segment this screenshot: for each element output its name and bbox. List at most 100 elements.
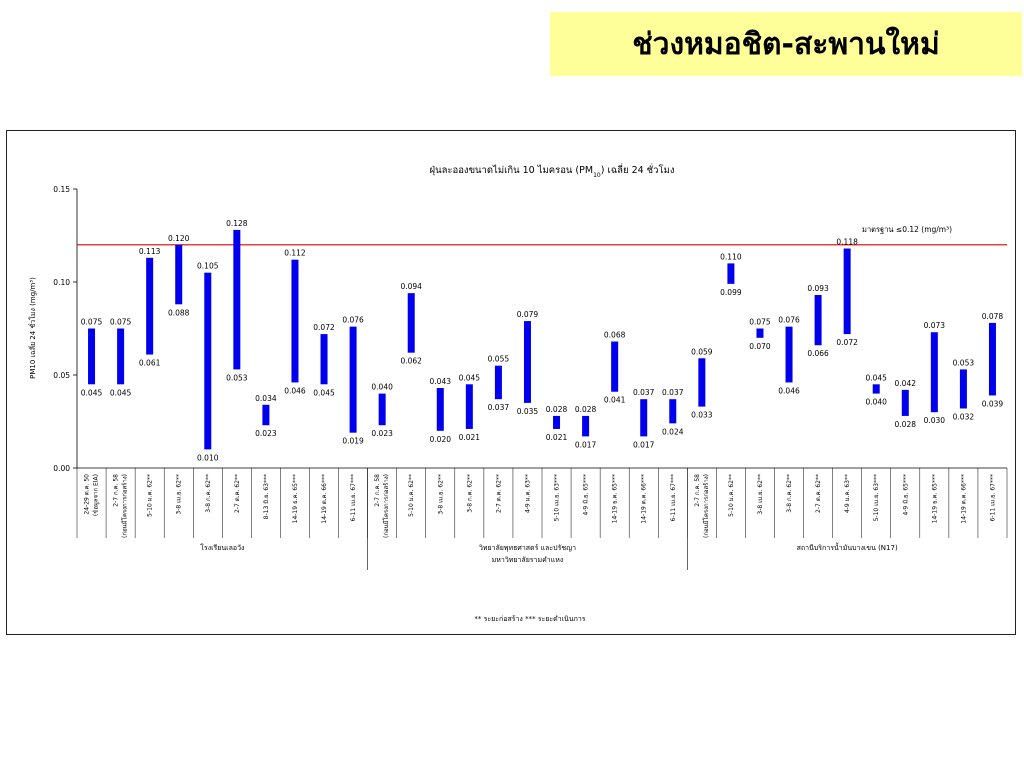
range-bar <box>611 341 619 392</box>
value-label-low: 0.030 <box>924 416 946 425</box>
value-label-low: 0.099 <box>720 288 742 297</box>
category-label: 3-8 เม.ย. 62** <box>757 474 764 515</box>
range-bar <box>872 384 880 394</box>
value-label-low: 0.028 <box>895 420 917 429</box>
range-bar <box>494 365 502 400</box>
range-bar <box>436 388 444 431</box>
value-label-high: 0.028 <box>546 405 568 414</box>
chart-frame: ฝุ่นละอองขนาดไม่เกิน 10 ไมครอน (PM10) เฉ… <box>6 130 1016 635</box>
value-label-low: 0.045 <box>110 388 132 397</box>
value-label-high: 0.094 <box>400 282 422 291</box>
range-bar <box>378 393 386 426</box>
range-bar <box>291 259 299 383</box>
y-tick-label: 0.15 <box>53 185 70 194</box>
value-label-high: 0.073 <box>924 321 946 330</box>
value-label-low: 0.072 <box>836 338 858 347</box>
group-label: มหาวิทยาลัยรามคำแหง <box>492 556 564 564</box>
range-bar <box>930 332 938 413</box>
value-label-low: 0.046 <box>778 386 800 395</box>
value-label-high: 0.034 <box>255 394 277 403</box>
value-label-high: 0.028 <box>575 405 597 414</box>
value-label-low: 0.066 <box>807 349 829 358</box>
range-bar <box>901 389 909 416</box>
category-label: 14-19 ธ.ค. 65*** <box>931 474 938 523</box>
value-label-low: 0.088 <box>168 308 190 317</box>
value-label-low: 0.045 <box>81 388 103 397</box>
range-bar <box>320 334 328 385</box>
value-label-high: 0.075 <box>81 318 103 327</box>
pm10-range-chart: ฝุ่นละอองขนาดไม่เกิน 10 ไมครอน (PM10) เฉ… <box>28 163 1008 623</box>
value-label-high: 0.072 <box>313 323 335 332</box>
value-label-high: 0.075 <box>749 318 771 327</box>
value-label-low: 0.070 <box>749 342 771 351</box>
category-label: 14-19 ต.ค. 66*** <box>641 474 648 524</box>
value-label-low: 0.062 <box>400 357 422 366</box>
value-label-high: 0.118 <box>836 238 858 247</box>
range-bar <box>262 404 270 426</box>
group-label: สถานีบริการน้ำมันบางเขน (N17) <box>797 541 898 552</box>
group-label: วิทยาลัยพุทธศาสตร์ และปรัชญา <box>479 544 576 552</box>
chart-title: ฝุ่นละอองขนาดไม่เกิน 10 ไมครอน (PM10) เฉ… <box>430 163 675 179</box>
category-label: 3-8 ก.ค. 62** <box>786 474 793 513</box>
category-label: 4-9 มิ.ย. 65*** <box>902 474 909 516</box>
standard-label: มาตรฐาน ≤0.12 (mg/m³) <box>862 225 952 234</box>
category-label: 4-9 มิ.ย. 65*** <box>583 474 590 516</box>
value-label-low: 0.023 <box>255 429 277 438</box>
y-tick-label: 0.00 <box>53 464 70 473</box>
value-label-high: 0.076 <box>778 316 800 325</box>
value-label-low: 0.021 <box>546 433 568 442</box>
range-bar <box>175 244 183 305</box>
value-label-high: 0.113 <box>139 247 161 256</box>
value-label-high: 0.076 <box>342 316 364 325</box>
value-label-low: 0.023 <box>371 429 393 438</box>
value-label-high: 0.105 <box>197 262 219 271</box>
range-bar <box>407 293 415 353</box>
category-label: 2-7 ก.ค. 58 <box>113 474 120 507</box>
category-label: 8-13 มิ.ย. 63*** <box>263 474 270 519</box>
category-label: 3-8 เม.ย. 62** <box>437 474 444 515</box>
category-label: 2-7 ก.ค. 58 <box>374 474 381 507</box>
category-label: 2-7 ต.ค. 62** <box>234 474 241 513</box>
range-bar <box>465 384 473 429</box>
category-label: 2-7 ต.ค. 62** <box>815 474 822 513</box>
range-bar <box>727 263 735 284</box>
y-tick-label: 0.05 <box>53 371 70 380</box>
slide-title: ช่วงหมอชิต-สะพานใหม่ <box>632 26 940 62</box>
value-label-high: 0.040 <box>371 383 393 392</box>
category-label: 6-11 เม.ย. 67*** <box>989 474 996 521</box>
value-label-low: 0.061 <box>139 359 161 368</box>
value-label-high: 0.128 <box>226 219 248 228</box>
category-label: 24-29 ต.ค. 50 <box>84 474 91 515</box>
range-bar <box>523 321 531 403</box>
category-label: 6-11 เม.ย. 67*** <box>670 474 677 521</box>
value-label-low: 0.040 <box>865 398 887 407</box>
slide-title-box: ช่วงหมอชิต-สะพานใหม่ <box>550 12 1022 76</box>
value-label-high: 0.037 <box>662 388 684 397</box>
range-bar <box>582 415 590 437</box>
value-label-high: 0.053 <box>953 358 975 367</box>
value-label-low: 0.037 <box>488 403 510 412</box>
value-label-low: 0.024 <box>662 427 684 436</box>
value-label-low: 0.035 <box>517 407 539 416</box>
value-label-high: 0.112 <box>284 249 306 258</box>
category-label: 4-9 ม.ค. 63** <box>844 474 851 513</box>
value-label-low: 0.017 <box>575 440 597 449</box>
category-label: 14-19 ธ.ค. 65*** <box>292 474 299 523</box>
range-bar <box>669 399 677 424</box>
category-note: (ก่อนมีโครงการก่อสร้าง) <box>702 474 710 538</box>
category-label: 5-10 เม.ย. 63*** <box>554 474 561 521</box>
category-label: 3-8 ก.ค. 62** <box>466 474 473 513</box>
value-label-high: 0.055 <box>488 355 510 364</box>
range-bar <box>88 328 96 385</box>
value-label-low: 0.019 <box>342 437 364 446</box>
category-label: 6-11 เม.ย. 67*** <box>350 474 357 521</box>
value-label-low: 0.033 <box>691 411 713 420</box>
category-label: 14-19 ต.ค. 66*** <box>960 474 967 524</box>
y-tick-label: 0.10 <box>53 278 70 287</box>
range-bar <box>349 326 357 433</box>
range-bar <box>843 248 851 335</box>
y-axis-label: PM10 เฉลี่ย 24 ชั่วโมง (mg/m³) <box>28 277 37 379</box>
category-label: 5-10 ม.ค. 62** <box>147 474 154 517</box>
category-label: 14-19 ต.ค. 66*** <box>321 474 328 524</box>
value-label-high: 0.037 <box>633 388 655 397</box>
